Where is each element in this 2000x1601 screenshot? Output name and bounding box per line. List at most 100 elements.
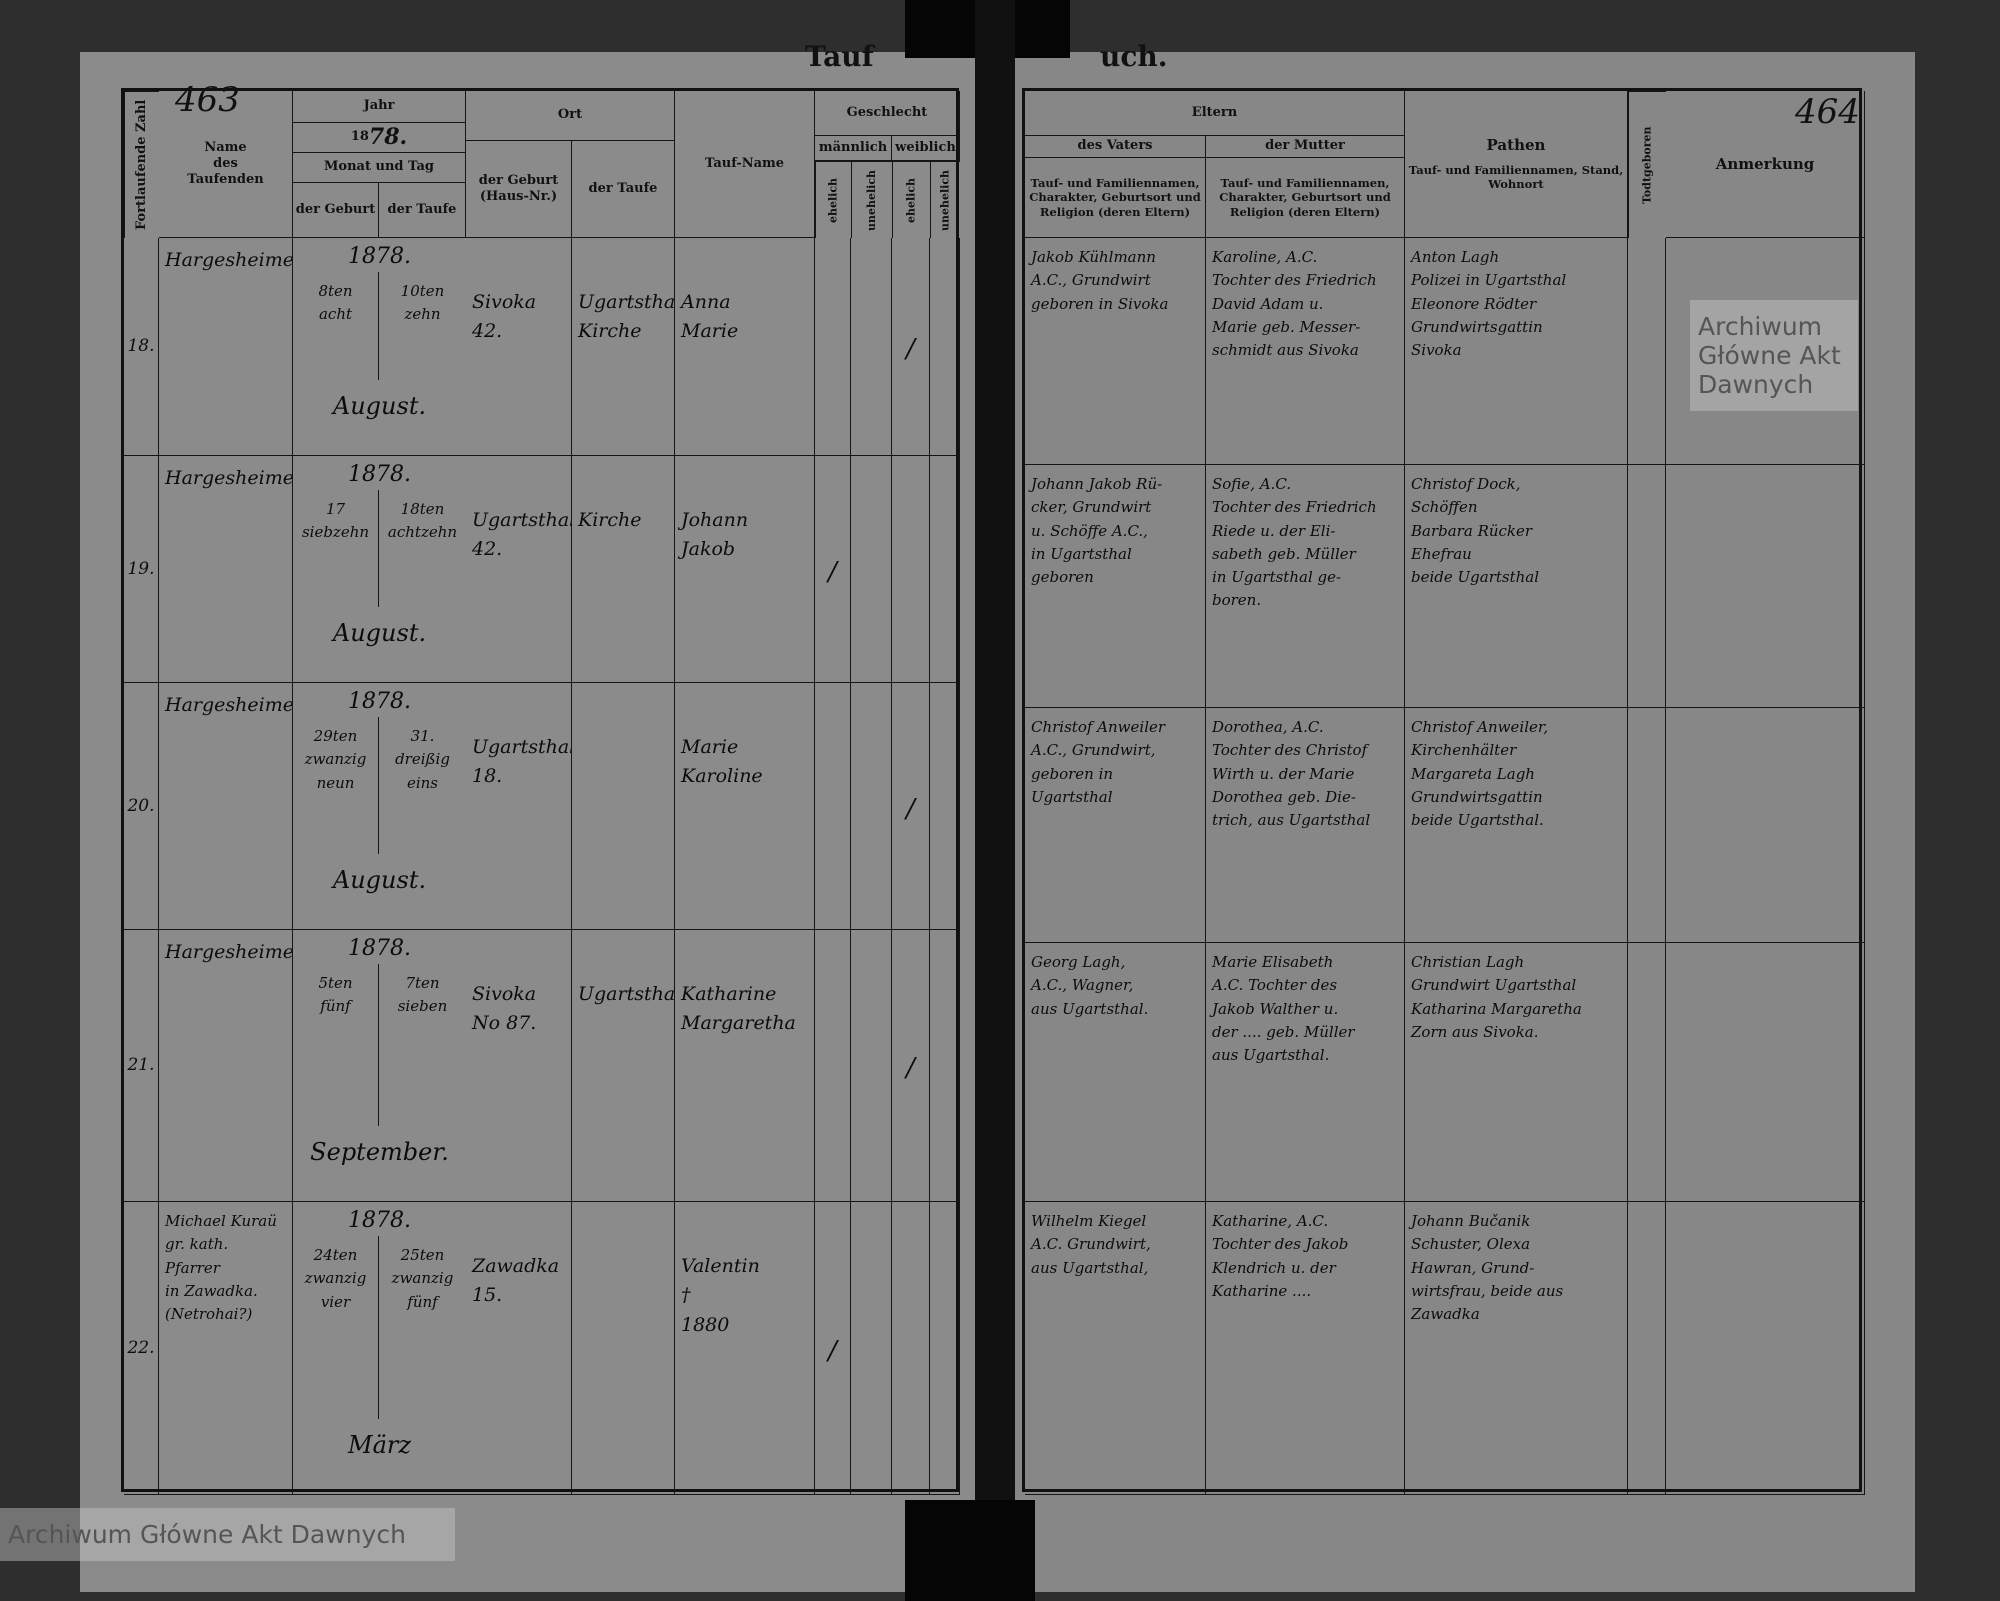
entry-m-e: [815, 238, 851, 456]
entry-name: Hargesheimer: [159, 683, 293, 930]
header-female-illegitimate: unehelich: [930, 161, 960, 238]
entry-month: August.: [332, 619, 427, 647]
entry-birth-date: 17 siebzehn: [293, 490, 379, 607]
entry-pathen: Christian Lagh Grundwirt Ugartsthal Kath…: [1405, 943, 1628, 1202]
right-page: [1010, 52, 1915, 1592]
archive-watermark: Archiwum Główne Akt Dawnych: [0, 1508, 455, 1561]
entry-w-e: /: [892, 683, 930, 930]
entry-pathen: Christof Dock, Schöffen Barbara Rücker E…: [1405, 465, 1628, 708]
entry-w-u: [930, 683, 960, 930]
entry-year: 1878.: [348, 1208, 411, 1233]
year-prefix: 18: [350, 129, 369, 145]
header-godparents-desc: Tauf- und Familiennamen, Stand, Wohnort: [1408, 163, 1624, 192]
entry-seq: 22.: [124, 1202, 159, 1495]
entry-month: September.: [310, 1138, 449, 1166]
header-date-birth: der Geburt: [293, 183, 379, 238]
left-register-table: Fortlaufende Zahl Name des Taufenden Jahr 1…: [121, 88, 960, 1495]
header-male: männlich: [815, 136, 892, 161]
binding-bottom: [905, 1500, 1035, 1601]
entry-vater: Jakob Kühlmann A.C., Grundwirt geboren i…: [1025, 238, 1206, 465]
entry-seq: 21.: [124, 930, 159, 1202]
entry-w-u: [930, 1202, 960, 1495]
entry-birth-date: 8ten acht: [293, 272, 379, 380]
entry-year: 1878.: [348, 689, 411, 714]
right-register-table: Eltern des Vaters der Mutter Tauf- und Fami…: [1022, 88, 1865, 1495]
entry-year: 1878.: [348, 244, 411, 269]
entry-date-group: 1878. 29ten zwanzig neun 31. dreißig eins A…: [293, 683, 466, 930]
entry-birth-date: 24ten zwanzig vier: [293, 1236, 379, 1419]
entry-mutter: Sofie, A.C. Tochter des Friedrich Riede …: [1206, 465, 1405, 708]
entry-todt: [1628, 238, 1666, 465]
entry-year: 1878.: [348, 936, 411, 961]
entry-taufname: Valentin † 1880: [675, 1202, 815, 1495]
entry-w-u: [930, 930, 960, 1202]
entry-todt: [1628, 708, 1666, 943]
entry-baptism-date: 18ten achtzehn: [387, 500, 458, 542]
year-handwritten: 78.: [368, 123, 408, 150]
entry-seq: 19.: [124, 456, 159, 683]
entry-month: August.: [332, 866, 427, 894]
header-date-baptism: der Taufe: [379, 183, 466, 238]
header-place-baptism: der Taufe: [572, 141, 675, 238]
entry-todt: [1628, 465, 1666, 708]
entry-todt: [1628, 1202, 1666, 1495]
entry-pathen: Johann Bučanik Schuster, Olexa Hawran, G…: [1405, 1202, 1628, 1495]
entry-date-group: 1878. 24ten zwanzig vier 25ten zwanzig fün…: [293, 1202, 466, 1495]
entry-taufname: Johann Jakob: [675, 456, 815, 683]
header-year: Jahr: [293, 91, 466, 123]
entry-m-u: [851, 238, 892, 456]
entry-taufname: Katharine Margaretha: [675, 930, 815, 1202]
entry-ort-bapt: [572, 1202, 675, 1495]
header-godparents: Pathen Tauf- und Familiennamen, Stand, Wo…: [1405, 91, 1628, 238]
entry-vater: Christof Anweiler A.C., Grundwirt, gebor…: [1025, 708, 1206, 943]
entry-baptism-date: 7ten sieben: [397, 974, 448, 1016]
register-title-left: Tauf: [805, 40, 874, 73]
entry-ort-bapt: [572, 683, 675, 930]
header-month-day: Monat und Tag: [293, 153, 466, 183]
entry-m-e: /: [815, 1202, 851, 1495]
header-name: Name des Taufenden: [159, 91, 293, 238]
header-mother: der Mutter: [1206, 136, 1405, 158]
entry-seq: 18.: [124, 238, 159, 456]
entry-anm: [1666, 1202, 1865, 1495]
entry-name: Michael Kuraü gr. kath. Pfarrer in Zawad…: [159, 1202, 293, 1495]
entry-ort-bapt: Ugartsthal Kirche: [572, 238, 675, 456]
header-sex: Geschlecht: [815, 91, 960, 136]
entry-ort-birth: Ugartsthal 42.: [466, 456, 572, 683]
header-sequence-number: Fortlaufende Zahl: [124, 91, 159, 238]
entry-name: Hargesheimer: [159, 930, 293, 1202]
entry-date-group: 1878. 17 siebzehn 18ten achtzehn August.: [293, 456, 466, 683]
header-place-birth: der Geburt (Haus-Nr.): [466, 141, 572, 238]
header-parents: Eltern: [1025, 91, 1405, 136]
entry-date-group: 1878. 5ten fünf 7ten sieben September.: [293, 930, 466, 1202]
entry-vater: Johann Jakob Rü- cker, Grundwirt u. Schö…: [1025, 465, 1206, 708]
entry-taufname: Anna Marie: [675, 238, 815, 456]
entry-year: 1878.: [348, 462, 411, 487]
entry-name: Hargesheimer: [159, 456, 293, 683]
entry-ort-birth: Sivoka No 87.: [466, 930, 572, 1202]
entry-m-u: [851, 930, 892, 1202]
entry-birth-date: 5ten fünf: [293, 964, 379, 1126]
entry-w-u: [930, 456, 960, 683]
header-godparents-title: Pathen: [1486, 136, 1546, 155]
header-baptismal-name: Tauf-Name: [675, 91, 815, 238]
entry-baptism-date: 25ten zwanzig fünf: [391, 1246, 454, 1311]
entry-anm: [1666, 943, 1865, 1202]
header-mother-desc: Tauf- und Familiennamen, Charakter, Gebu…: [1206, 158, 1405, 238]
entry-pathen: Anton Lagh Polizei in Ugartsthal Eleonor…: [1405, 238, 1628, 465]
entry-ort-birth: Ugartsthal 18.: [466, 683, 572, 930]
entry-vater: Georg Lagh, A.C., Wagner, aus Ugartsthal…: [1025, 943, 1206, 1202]
entry-anm: [1666, 238, 1865, 465]
entry-date-group: 1878. 8ten acht 10ten zehn August.: [293, 238, 466, 456]
entry-w-e: /: [892, 238, 930, 456]
entry-m-e: /: [815, 456, 851, 683]
header-stillborn: Todtgeboren: [1628, 91, 1666, 238]
page-number-right: 464: [1795, 92, 1860, 132]
header-female-legitimate: ehelich: [892, 161, 930, 238]
entry-m-u: [851, 1202, 892, 1495]
entry-taufname: Marie Karoline: [675, 683, 815, 930]
entry-mutter: Marie Elisabeth A.C. Tochter des Jakob W…: [1206, 943, 1405, 1202]
entry-vater: Wilhelm Kiegel A.C. Grundwirt, aus Ugart…: [1025, 1202, 1206, 1495]
left-page: [80, 52, 980, 1592]
entry-m-u: [851, 456, 892, 683]
